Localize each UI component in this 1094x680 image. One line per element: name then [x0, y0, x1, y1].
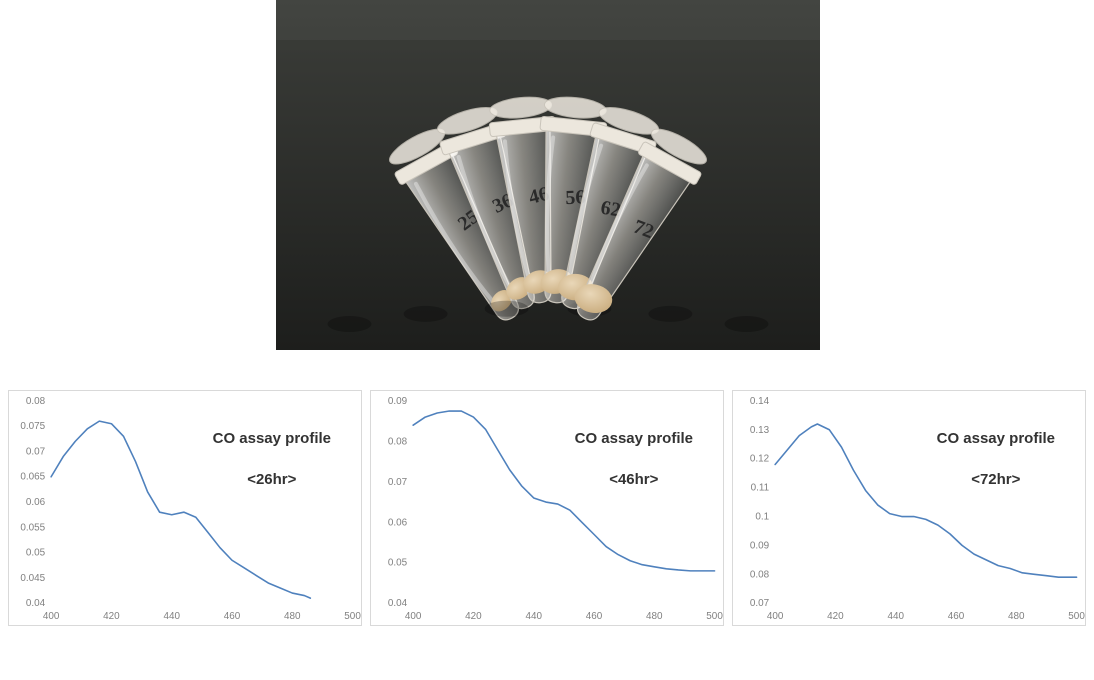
sample-tubes-photo: 253646566272	[276, 0, 820, 350]
svg-text:460: 460	[224, 611, 241, 622]
svg-text:0.06: 0.06	[388, 517, 408, 528]
svg-text:420: 420	[827, 611, 844, 622]
svg-text:0.1: 0.1	[755, 511, 769, 522]
svg-text:440: 440	[163, 611, 180, 622]
svg-text:500: 500	[344, 611, 361, 622]
svg-text:480: 480	[284, 611, 301, 622]
svg-text:0.065: 0.065	[20, 472, 45, 483]
svg-text:0.13: 0.13	[750, 425, 770, 436]
svg-text:500: 500	[706, 611, 723, 622]
svg-text:0.11: 0.11	[751, 483, 770, 494]
svg-text:0.08: 0.08	[388, 436, 408, 447]
svg-text:0.09: 0.09	[388, 396, 408, 407]
svg-text:480: 480	[1008, 611, 1025, 622]
svg-text:440: 440	[887, 611, 904, 622]
svg-text:440: 440	[525, 611, 542, 622]
svg-text:0.05: 0.05	[26, 548, 46, 559]
svg-text:0.09: 0.09	[750, 540, 770, 551]
svg-text:0.12: 0.12	[750, 454, 770, 465]
svg-text:0.07: 0.07	[26, 446, 46, 457]
svg-text:500: 500	[1068, 611, 1085, 622]
svg-text:0.14: 0.14	[750, 396, 770, 407]
chart-72hr: 0.07 0.08 0.09 0.1 0.11 0.12 0.13 0.14 400 420 440…	[732, 390, 1086, 626]
svg-text:0.055: 0.055	[20, 522, 45, 533]
svg-text:460: 460	[586, 611, 603, 622]
svg-text:0.045: 0.045	[20, 573, 45, 584]
svg-text:400: 400	[767, 611, 784, 622]
svg-text:0.04: 0.04	[388, 598, 408, 609]
svg-text:400: 400	[43, 611, 60, 622]
svg-text:460: 460	[948, 611, 965, 622]
svg-text:0.06: 0.06	[26, 497, 46, 508]
svg-text:0.07: 0.07	[750, 598, 770, 609]
chart-46hr: 0.04 0.05 0.06 0.07 0.08 0.09 400 420 440 460 480 5…	[370, 390, 724, 626]
chart-26hr: 0.04 0.045 0.05 0.055 0.06 0.065 0.07 0.075 0.08…	[8, 390, 362, 626]
svg-text:0.075: 0.075	[20, 421, 45, 432]
svg-text:420: 420	[465, 611, 482, 622]
svg-text:480: 480	[646, 611, 663, 622]
svg-text:400: 400	[405, 611, 422, 622]
svg-text:0.04: 0.04	[26, 598, 46, 609]
svg-text:0.05: 0.05	[388, 558, 408, 569]
svg-text:0.08: 0.08	[26, 396, 46, 407]
svg-text:0.08: 0.08	[750, 569, 770, 580]
svg-text:420: 420	[103, 611, 120, 622]
svg-text:0.07: 0.07	[388, 477, 408, 488]
charts-row: 0.04 0.045 0.05 0.055 0.06 0.065 0.07 0.075 0.08…	[8, 390, 1086, 626]
